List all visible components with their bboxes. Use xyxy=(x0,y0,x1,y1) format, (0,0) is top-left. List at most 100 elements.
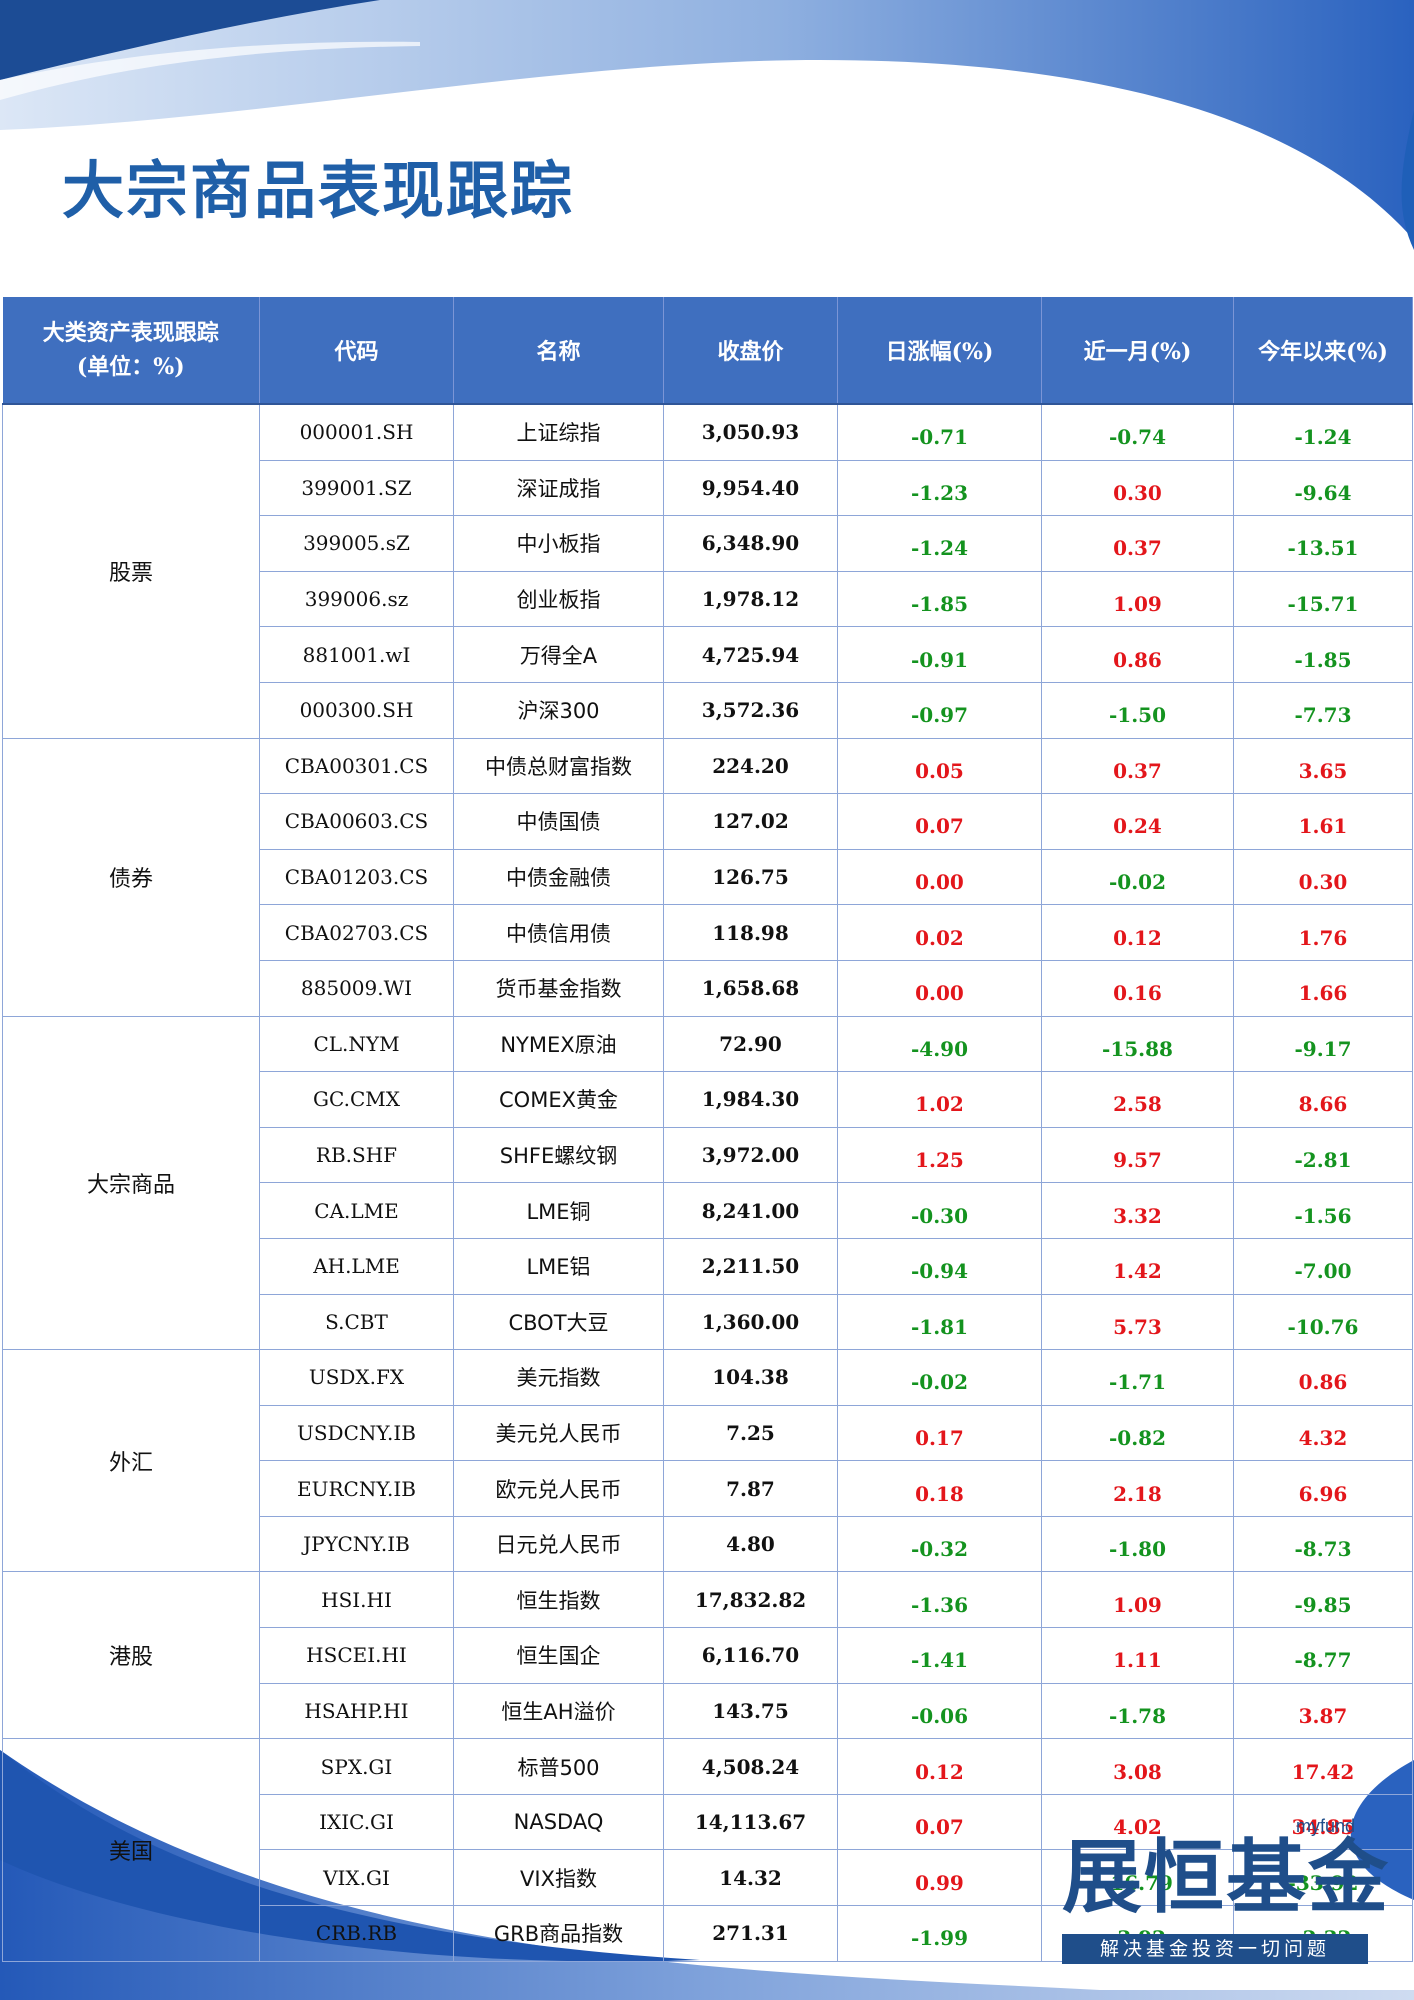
ytd-change-cell: 0.30 xyxy=(1233,848,1413,906)
code-cell: IXIC.GI xyxy=(259,1793,454,1851)
daily-change-cell: -1.41 xyxy=(837,1627,1042,1684)
table-row: AH.LME LME铝 2,211.50 -0.94 1.42 -7.00 xyxy=(3,1237,1413,1295)
table-header-row: 大类资产表现跟踪 (单位：%) 代码 名称 收盘价 日涨幅(%) 近一月(%) … xyxy=(2,297,1413,405)
header-close: 收盘价 xyxy=(663,297,838,405)
code-cell: USDCNY.IB xyxy=(259,1404,454,1462)
name-cell: 欧元兑人民币 xyxy=(453,1460,664,1517)
close-price-cell: 3,050.93 xyxy=(663,403,838,461)
code-cell: 881001.wI xyxy=(259,626,454,683)
close-price-cell: 118.98 xyxy=(663,904,838,961)
close-price-cell: 9,954.40 xyxy=(663,459,838,517)
daily-change-cell: 0.02 xyxy=(837,904,1042,961)
daily-change-cell: 1.02 xyxy=(837,1071,1042,1128)
brand-tagline: 解决基金投资一切问题 xyxy=(1062,1934,1368,1964)
asset-performance-table: 大类资产表现跟踪 (单位：%) 代码 名称 收盘价 日涨幅(%) 近一月(%) … xyxy=(2,297,1413,1962)
month-change-cell: 0.12 xyxy=(1041,904,1234,961)
daily-change-cell: -1.85 xyxy=(837,570,1042,628)
month-change-cell: -1.80 xyxy=(1041,1515,1234,1573)
name-cell: 中债国债 xyxy=(453,793,664,850)
name-cell: 中债金融债 xyxy=(453,848,664,906)
code-cell: 399001.SZ xyxy=(259,459,454,517)
category-cell: 大宗商品 xyxy=(2,1015,260,1351)
ytd-change-cell: 3.87 xyxy=(1233,1682,1413,1740)
page-title: 大宗商品表现跟踪 xyxy=(62,154,575,227)
month-change-cell: 3.08 xyxy=(1041,1738,1234,1795)
table-row: HSCEI.HI 恒生国企 6,116.70 -1.41 1.11 -8.77 xyxy=(3,1627,1413,1684)
table-row: 399005.sZ 中小板指 6,348.90 -1.24 0.37 -13.51 xyxy=(3,515,1413,572)
daily-change-cell: -1.24 xyxy=(837,515,1042,572)
table-row: S.CBT CBOT大豆 1,360.00 -1.81 5.73 -10.76 xyxy=(3,1293,1413,1351)
brand-logo-text: 展恒基金 xyxy=(1062,1831,1390,1924)
ytd-change-cell: 1.66 xyxy=(1233,959,1413,1017)
ytd-change-cell: -7.00 xyxy=(1233,1237,1413,1295)
month-change-cell: 2.18 xyxy=(1041,1460,1234,1517)
close-price-cell: 14.32 xyxy=(663,1849,838,1907)
name-cell: GRB商品指数 xyxy=(453,1905,664,1962)
name-cell: 恒生指数 xyxy=(453,1571,664,1629)
ytd-change-cell: -7.73 xyxy=(1233,681,1413,739)
table-row: GC.CMX COMEX黄金 1,984.30 1.02 2.58 8.66 xyxy=(3,1071,1413,1128)
header-ytd-change: 今年以来(%) xyxy=(1233,297,1413,405)
daily-change-cell: 0.00 xyxy=(837,959,1042,1017)
table-row: VIX.GI VIX指数 14.32 0.99 -16.79 -33.92 xyxy=(3,1849,1413,1907)
close-price-cell: 6,348.90 xyxy=(663,515,838,572)
name-cell: 深证成指 xyxy=(453,459,664,517)
header-category: 大类资产表现跟踪 (单位：%) xyxy=(2,297,260,405)
month-change-cell: 5.73 xyxy=(1041,1293,1234,1351)
month-change-cell: 1.09 xyxy=(1041,570,1234,628)
month-change-cell: 3.32 xyxy=(1041,1182,1234,1239)
close-price-cell: 127.02 xyxy=(663,793,838,850)
code-cell: HSCEI.HI xyxy=(259,1627,454,1684)
code-cell: EURCNY.IB xyxy=(259,1460,454,1517)
code-cell: GC.CMX xyxy=(259,1071,454,1128)
table-row: 000300.SH 沪深300 3,572.36 -0.97 -1.50 -7.73 xyxy=(3,681,1413,739)
month-change-cell: 1.42 xyxy=(1041,1237,1234,1295)
table-body: 股票 000001.SH 上证综指 3,050.93 -0.71 -0.74 -1.24 39… xyxy=(2,403,1413,1962)
ytd-change-cell: 3.65 xyxy=(1233,737,1413,795)
daily-change-cell: 0.99 xyxy=(837,1849,1042,1907)
ytd-change-cell: -8.73 xyxy=(1233,1515,1413,1573)
ytd-change-cell: -2.81 xyxy=(1233,1126,1413,1184)
daily-change-cell: 0.17 xyxy=(837,1404,1042,1462)
code-cell: HSAHP.HI xyxy=(259,1682,454,1740)
table-row: CBA01203.CS 中债金融债 126.75 0.00 -0.02 0.30 xyxy=(3,848,1413,906)
close-price-cell: 72.90 xyxy=(663,1015,838,1073)
code-cell: 000300.SH xyxy=(259,681,454,739)
name-cell: 标普500 xyxy=(453,1738,664,1795)
month-change-cell: -1.71 xyxy=(1041,1349,1234,1406)
daily-change-cell: 1.25 xyxy=(837,1126,1042,1184)
close-price-cell: 224.20 xyxy=(663,737,838,795)
close-price-cell: 4,508.24 xyxy=(663,1738,838,1795)
daily-change-cell: 0.00 xyxy=(837,848,1042,906)
ytd-change-cell: 17.42 xyxy=(1233,1738,1413,1795)
daily-change-cell: -1.36 xyxy=(837,1571,1042,1629)
daily-change-cell: 0.05 xyxy=(837,737,1042,795)
close-price-cell: 17,832.82 xyxy=(663,1571,838,1629)
ytd-change-cell: -33.92 xyxy=(1233,1849,1413,1907)
close-price-cell: 1,360.00 xyxy=(663,1293,838,1351)
close-price-cell: 7.87 xyxy=(663,1460,838,1517)
table-row: 债券 CBA00301.CS 中债总财富指数 224.20 0.05 0.37 3.65 xyxy=(2,737,1413,1017)
ytd-change-cell: 8.66 xyxy=(1233,1071,1413,1128)
header-daily-change: 日涨幅(%) xyxy=(837,297,1042,405)
month-change-cell: -0.02 xyxy=(1041,848,1234,906)
month-change-cell: -16.79 xyxy=(1041,1849,1234,1907)
month-change-cell: 0.16 xyxy=(1041,959,1234,1017)
close-price-cell: 3,972.00 xyxy=(663,1126,838,1184)
code-cell: 000001.SH xyxy=(259,403,454,461)
close-price-cell: 6,116.70 xyxy=(663,1627,838,1684)
month-change-cell: -15.88 xyxy=(1041,1015,1234,1073)
name-cell: LME铝 xyxy=(453,1237,664,1295)
month-change-cell: -1.78 xyxy=(1041,1682,1234,1740)
table-row: HSAHP.HI 恒生AH溢价 143.75 -0.06 -1.78 3.87 xyxy=(3,1682,1413,1740)
ytd-change-cell: -1.24 xyxy=(1233,403,1413,461)
name-cell: 万得全A xyxy=(453,626,664,683)
name-cell: 中债总财富指数 xyxy=(453,737,664,795)
close-price-cell: 126.75 xyxy=(663,848,838,906)
month-change-cell: 1.11 xyxy=(1041,1627,1234,1684)
name-cell: 中小板指 xyxy=(453,515,664,572)
daily-change-cell: 0.07 xyxy=(837,1793,1042,1851)
header-code: 代码 xyxy=(259,297,454,405)
asset-performance-table-container: 大类资产表现跟踪 (单位：%) 代码 名称 收盘价 日涨幅(%) 近一月(%) … xyxy=(2,297,1413,1962)
name-cell: NASDAQ xyxy=(453,1793,664,1851)
